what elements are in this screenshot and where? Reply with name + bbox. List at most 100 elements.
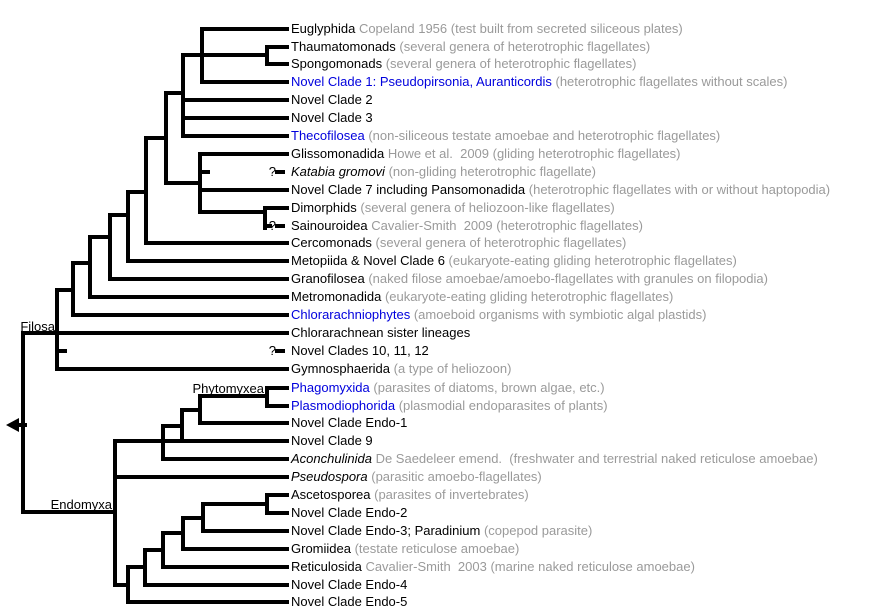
- taxon-name: Novel Clade Endo-3; Paradinium: [291, 523, 481, 538]
- taxon-name: Novel Clade Endo-5: [291, 594, 408, 609]
- taxon-description: (heterotrophic flagellates): [492, 218, 643, 233]
- taxon-description: (non-siliceous testate amoebae and heter…: [364, 128, 721, 143]
- taxon-label-row: Novel Clade 1: Pseudopirsonia, Aurantico…: [291, 74, 787, 90]
- taxon-label-row: Thecofilosea (non-siliceous testate amoe…: [291, 128, 720, 144]
- taxon-description: (eukaryote-eating gliding heterotrophic …: [381, 289, 674, 304]
- taxon-label-row: Pseudospora (parasitic amoebo-flagellate…: [291, 469, 542, 485]
- taxon-label-row: Chlorarachniophytes (amoeboid organisms …: [291, 307, 706, 323]
- taxon-label-row: Novel Clade Endo-4: [291, 577, 407, 593]
- taxon-authority: Howe et al. 2009: [384, 146, 490, 161]
- taxon-description: (copepod parasite): [480, 523, 593, 538]
- taxon-description: (plasmodial endoparasites of plants): [395, 398, 608, 413]
- taxon-description: (parasites of invertebrates): [370, 487, 529, 502]
- taxon-label-row: Novel Clade Endo-1: [291, 415, 407, 431]
- taxon-name: Novel Clade 2: [291, 92, 373, 107]
- taxon-name: Chlorarachniophytes: [291, 307, 411, 322]
- taxon-name: Glissomonadida: [291, 146, 385, 161]
- taxon-name: Novel Clade 3: [291, 110, 373, 125]
- taxon-label-row: Gymnosphaerida (a type of heliozoon): [291, 361, 511, 377]
- taxon-description: (naked filose amoebae/amoebo-flagellates…: [364, 271, 768, 286]
- taxon-description: (amoeboid organisms with symbiotic algal…: [410, 307, 707, 322]
- taxon-authority: De Saedeleer emend.: [371, 451, 506, 466]
- taxon-label-row: Novel Clade Endo-5: [291, 594, 407, 610]
- taxon-label-row: Sainouroidea Cavalier-Smith 2009 (hetero…: [291, 218, 643, 234]
- taxon-name: Euglyphida: [291, 21, 356, 36]
- taxon-name: Gymnosphaerida: [291, 361, 390, 376]
- taxon-name: Plasmodiophorida: [291, 398, 396, 413]
- taxon-label-row: Ascetosporea (parasites of invertebrates…: [291, 487, 529, 503]
- taxon-label-row: Metromonadida (eukaryote-eating gliding …: [291, 289, 673, 305]
- taxon-description: (parasites of diatoms, brown algae, etc.…: [369, 380, 605, 395]
- taxon-description: (test built from secreted siliceous plat…: [447, 21, 683, 36]
- taxon-description: (a type of heliozoon): [390, 361, 512, 376]
- taxon-name: Gromiidea: [291, 541, 351, 556]
- taxon-authority: Cavalier-Smith 2003: [361, 559, 487, 574]
- taxon-label-row: Euglyphida Copeland 1956 (test built fro…: [291, 21, 683, 37]
- uncertain-placement-question-mark: ?: [268, 343, 276, 358]
- taxon-description: (freshwater and terrestrial naked reticu…: [505, 451, 818, 466]
- taxon-description: (several genera of heterotrophic flagell…: [382, 56, 637, 71]
- clade-label-filosa: Filosa: [20, 319, 55, 334]
- taxon-authority: Copeland 1956: [355, 21, 448, 36]
- taxon-name: Metopiida & Novel Clade 6: [291, 253, 445, 268]
- taxon-name: Novel Clade Endo-4: [291, 577, 408, 592]
- taxon-name: Novel Clade 9: [291, 433, 373, 448]
- clade-label-phytomyxea: Phytomyxea: [192, 381, 264, 396]
- taxon-label-row: Spongomonads (several genera of heterotr…: [291, 56, 636, 72]
- taxon-description: (several genera of heterotrophic flagell…: [395, 39, 651, 54]
- taxon-label-row: Novel Clade 2: [291, 92, 373, 108]
- taxon-name: Novel Clade 1: Pseudopirsonia, Aurantico…: [291, 74, 552, 89]
- root-arrow-icon: [6, 418, 19, 432]
- taxon-name: Novel Clade 7 including Pansomonadida: [291, 182, 526, 197]
- taxon-label-row: Dimorphids (several genera of heliozoon-…: [291, 200, 615, 216]
- taxon-label-row: Metopiida & Novel Clade 6 (eukaryote-eat…: [291, 253, 737, 269]
- taxon-label-row: Novel Clade 9: [291, 433, 373, 449]
- taxon-name: Phagomyxida: [291, 380, 370, 395]
- taxon-name: Cercomonads: [291, 235, 372, 250]
- taxon-name: Spongomonads: [291, 56, 383, 71]
- taxon-label-row: Aconchulinida De Saedeleer emend. (fresh…: [291, 451, 818, 467]
- taxon-label-row: Granofilosea (naked filose amoebae/amoeb…: [291, 271, 768, 287]
- clade-label-endomyxa: Endomyxa: [50, 497, 112, 512]
- taxon-label-row: Phagomyxida (parasites of diatoms, brown…: [291, 380, 605, 396]
- taxon-label-row: Novel Clades 10, 11, 12: [291, 343, 429, 359]
- uncertain-placement-question-mark: ?: [268, 218, 276, 233]
- taxon-description: (gliding heterotrophic flagellates): [489, 146, 681, 161]
- taxon-label-row: Cercomonads (several genera of heterotro…: [291, 235, 626, 251]
- taxon-name: Dimorphids: [291, 200, 357, 215]
- taxon-description: (several genera of heterotrophic flagell…: [371, 235, 627, 250]
- taxon-description: (heterotrophic flagellates without scale…: [551, 74, 788, 89]
- taxon-label-row: Novel Clade Endo-3; Paradinium (copepod …: [291, 523, 592, 539]
- taxon-label-row: Novel Clade 3: [291, 110, 373, 126]
- taxon-name: Thecofilosea: [291, 128, 365, 143]
- taxon-description: (heterotrophic flagellates with or witho…: [525, 182, 831, 197]
- taxon-name: Pseudospora: [291, 469, 368, 484]
- taxon-name: Reticulosida: [291, 559, 362, 574]
- taxon-label-row: Novel Clade 7 including Pansomonadida (h…: [291, 182, 830, 198]
- taxon-label-row: Glissomonadida Howe et al. 2009 (gliding…: [291, 146, 681, 162]
- taxon-name: Sainouroidea: [291, 218, 368, 233]
- taxon-description: (eukaryote-eating gliding heterotrophic …: [444, 253, 737, 268]
- taxon-label-row: Thaumatomonads (several genera of hetero…: [291, 39, 650, 55]
- taxon-name: Metromonadida: [291, 289, 382, 304]
- taxon-description: (non-gliding heterotrophic flagellate): [384, 164, 596, 179]
- taxon-name: Chlorarachnean sister lineages: [291, 325, 471, 340]
- taxon-description: (parasitic amoebo-flagellates): [367, 469, 542, 484]
- taxon-description: (testate reticulose amoebae): [350, 541, 520, 556]
- taxon-label-row: Reticulosida Cavalier-Smith 2003 (marine…: [291, 559, 695, 575]
- taxon-name: Novel Clade Endo-1: [291, 415, 408, 430]
- taxon-label-row: Plasmodiophorida (plasmodial endoparasit…: [291, 398, 608, 414]
- taxon-name: Thaumatomonads: [291, 39, 396, 54]
- taxon-description: (marine naked reticulose amoebae): [486, 559, 695, 574]
- taxon-label-row: Gromiidea (testate reticulose amoebae): [291, 541, 519, 557]
- taxon-name: Aconchulinida: [291, 451, 372, 466]
- taxon-authority: Cavalier-Smith 2009: [367, 218, 493, 233]
- taxon-name: Granofilosea: [291, 271, 365, 286]
- taxon-name: Novel Clades 10, 11, 12: [291, 343, 429, 358]
- taxon-label-row: Katabia gromovi (non-gliding heterotroph…: [291, 164, 596, 180]
- taxon-name: Katabia gromovi: [291, 164, 385, 179]
- uncertain-placement-question-mark: ?: [268, 164, 276, 179]
- taxon-name: Ascetosporea: [291, 487, 371, 502]
